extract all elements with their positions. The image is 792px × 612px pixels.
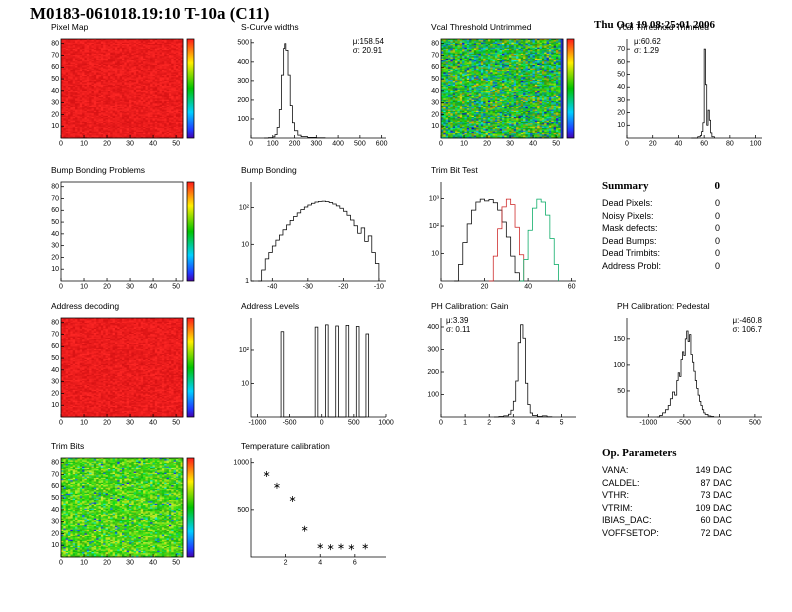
op-parameter-value: 73 DAC — [700, 490, 732, 500]
stat-mean: μ:60.62 — [634, 37, 661, 46]
panel-pixel-map: Pixel Map — [36, 22, 208, 151]
stat-mean: μ:158.54 — [352, 37, 384, 46]
op-parameter-row: VTRIM: 109 DAC — [602, 502, 732, 515]
panel-title-ph-gain: PH Calibration: Gain — [431, 301, 509, 311]
stats-box-vcal-trimmed: μ:60.62 σ: 1.29 — [634, 37, 661, 55]
summary-row: Dead Bumps: 0 — [602, 235, 720, 248]
panel-trim-bits: Trim Bits — [36, 441, 208, 570]
stat-sigma: σ: 1.29 — [634, 46, 659, 55]
op-parameter-value: 60 DAC — [700, 515, 732, 525]
summary-row: Address Probl: 0 — [602, 260, 720, 273]
pixel-map-chart — [36, 33, 204, 151]
op-parameters-header: Op. Parameters — [602, 447, 732, 459]
summary-row-label: Dead Bumps: — [602, 235, 657, 246]
summary-title: Summary — [602, 180, 649, 192]
summary-row-label: Mask defects: — [602, 223, 658, 233]
summary-block: Summary 0 Dead Pixels: 0 Noisy Pixels: 0 M… — [602, 180, 720, 272]
ph-pedestal-chart — [602, 312, 770, 430]
summary-row-value: 0 — [714, 260, 720, 271]
summary-row: Dead Pixels: 0 — [602, 197, 720, 210]
panel-title-bump-bonding: Bump Bonding — [241, 165, 297, 175]
bump-problems-chart — [36, 176, 204, 294]
trim-bits-chart — [36, 452, 204, 570]
ph-gain-chart — [416, 312, 584, 430]
summary-row-value: 0 — [714, 235, 720, 246]
op-parameter-value: 87 DAC — [700, 477, 732, 488]
panel-bump-bonding: Bump Bonding — [226, 165, 398, 294]
panel-addr-decoding: Address decoding — [36, 301, 208, 430]
panel-vcal-untrimmed: Vcal Threshold Untrimmed — [416, 22, 588, 151]
op-parameter-label: VANA: — [602, 465, 629, 475]
panel-temp-calibration: Temperature calibration — [226, 441, 398, 570]
stats-box-ph-pedestal: μ:-460.8 σ: 106.7 — [732, 316, 762, 334]
op-parameter-value: 109 DAC — [695, 502, 732, 513]
stat-mean: μ:-460.8 — [732, 316, 762, 325]
report-datetime: Thu Oct 19 08:25:01 2006 — [594, 19, 715, 31]
summary-total: 0 — [714, 180, 721, 192]
panel-title-pixel-map: Pixel Map — [51, 22, 89, 32]
op-parameter-label: IBIAS_DAC: — [602, 515, 652, 525]
stat-sigma: σ: 20.91 — [352, 46, 383, 55]
panel-title-trimbit-test: Trim Bit Test — [431, 165, 478, 175]
panel-addr-levels: Address Levels — [226, 301, 398, 430]
op-parameter-value: 72 DAC — [700, 527, 732, 538]
panel-ph-gain: PH Calibration: Gain μ:3.39 σ: 0.11 — [416, 301, 588, 430]
trimbit-test-chart — [416, 176, 584, 294]
summary-row: Noisy Pixels: 0 — [602, 210, 720, 223]
summary-row-label: Dead Trimbits: — [602, 248, 661, 258]
summary-row: Dead Trimbits: 0 — [602, 247, 720, 260]
summary-row-value: 0 — [714, 248, 720, 258]
panel-title-vcal-trimmed: Vcal Threshold Trimmed — [617, 22, 709, 32]
op-parameter-value: 149 DAC — [695, 465, 732, 475]
op-parameter-row: VOFFSETOP: 72 DAC — [602, 527, 732, 540]
summary-row-value: 0 — [714, 223, 720, 233]
summary-row: Mask defects: 0 — [602, 222, 720, 235]
bump-bonding-chart — [226, 176, 394, 294]
summary-header: Summary 0 — [602, 180, 720, 192]
summary-row-label: Dead Pixels: — [602, 198, 653, 208]
op-parameter-label: CALDEL: — [602, 477, 640, 488]
op-parameter-row: VANA: 149 DAC — [602, 464, 732, 477]
op-parameter-label: VTRIM: — [602, 502, 633, 513]
op-parameter-row: IBIAS_DAC: 60 DAC — [602, 514, 732, 527]
stats-box-scurve: μ:158.54 σ: 20.91 — [353, 37, 384, 55]
panel-ph-pedestal: PH Calibration: Pedestal μ:-460.8 σ: 106… — [602, 301, 774, 430]
panel-title-ph-pedestal: PH Calibration: Pedestal — [617, 301, 710, 311]
panel-title-scurve-widths: S-Curve widths — [241, 22, 299, 32]
stat-sigma: σ: 0.11 — [446, 325, 471, 334]
panel-title-addr-levels: Address Levels — [241, 301, 300, 311]
op-parameter-label: VOFFSETOP: — [602, 527, 659, 538]
vcal-untrimmed-chart — [416, 33, 584, 151]
stat-mean: μ:3.39 — [446, 316, 469, 325]
temp-calibration-chart — [226, 452, 394, 570]
stats-box-ph-gain: μ:3.39 σ: 0.11 — [446, 316, 470, 334]
op-parameter-row: CALDEL: 87 DAC — [602, 477, 732, 490]
op-parameter-label: VTHR: — [602, 490, 629, 500]
summary-row-label: Noisy Pixels: — [602, 210, 654, 221]
panel-scurve-widths: S-Curve widths μ:158.54 σ: 20.91 — [226, 22, 398, 151]
op-parameters-title: Op. Parameters — [602, 447, 677, 459]
op-parameter-row: VTHR: 73 DAC — [602, 489, 732, 502]
panel-title-vcal-untrimmed: Vcal Threshold Untrimmed — [431, 22, 532, 32]
summary-row-label: Address Probl: — [602, 260, 662, 271]
page-title: M0183-061018.19:10 T-10a (C11) — [30, 4, 270, 23]
scurve-widths-chart — [226, 33, 394, 151]
panel-title-bump-problems: Bump Bonding Problems — [51, 165, 146, 175]
panel-vcal-trimmed: Vcal Threshold Trimmed μ:60.62 σ: 1.29 — [602, 22, 774, 151]
stat-sigma: σ: 106.7 — [732, 325, 762, 334]
panel-title-addr-decoding: Address decoding — [51, 301, 120, 311]
panel-bump-problems: Bump Bonding Problems — [36, 165, 208, 294]
vcal-trimmed-chart — [602, 33, 770, 151]
summary-row-value: 0 — [714, 198, 720, 208]
op-parameters-block: Op. Parameters VANA: 149 DAC CALDEL: 87 DA… — [602, 447, 732, 539]
panel-title-temp-calibration: Temperature calibration — [241, 441, 330, 451]
summary-row-value: 0 — [714, 210, 720, 221]
addr-levels-chart — [226, 312, 394, 430]
panel-trimbit-test: Trim Bit Test — [416, 165, 588, 294]
panel-title-trim-bits: Trim Bits — [51, 441, 85, 451]
addr-decoding-chart — [36, 312, 204, 430]
